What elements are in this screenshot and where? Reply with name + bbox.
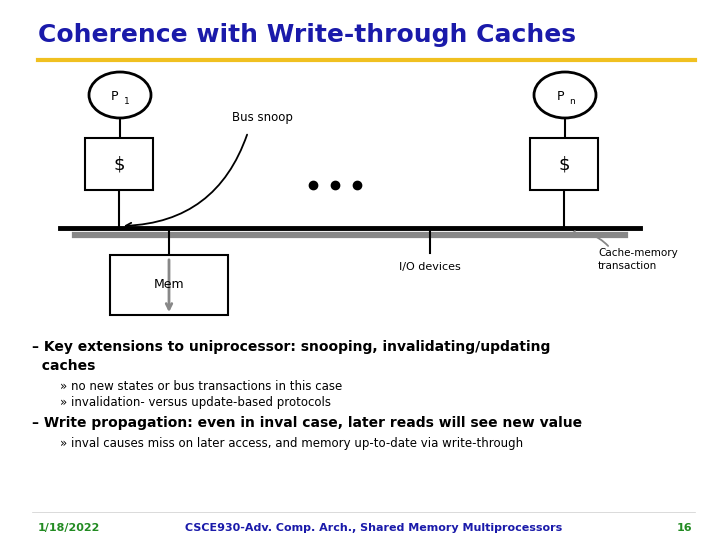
Text: Mem: Mem [153, 279, 184, 292]
Text: – Write propagation: even in inval case, later reads will see new value: – Write propagation: even in inval case,… [32, 416, 582, 430]
Text: n: n [569, 97, 575, 105]
Text: P: P [112, 90, 119, 103]
Text: 16: 16 [676, 523, 692, 533]
Text: caches: caches [32, 359, 95, 373]
Text: 1: 1 [124, 97, 130, 105]
Text: $: $ [558, 155, 570, 173]
Text: Cache-memory
transaction: Cache-memory transaction [598, 248, 678, 271]
Ellipse shape [534, 72, 596, 118]
Text: Coherence with Write-through Caches: Coherence with Write-through Caches [38, 23, 576, 47]
Text: $: $ [113, 155, 125, 173]
Text: » invalidation- versus update-based protocols: » invalidation- versus update-based prot… [60, 396, 331, 409]
Text: P: P [557, 90, 564, 103]
Text: I/O devices: I/O devices [399, 262, 461, 272]
Text: » inval causes miss on later access, and memory up-to-date via write-through: » inval causes miss on later access, and… [60, 437, 523, 450]
Text: 1/18/2022: 1/18/2022 [38, 523, 100, 533]
Bar [530, 138, 598, 190]
Text: CSCE930-Adv. Comp. Arch., Shared Memory Multiprocessors: CSCE930-Adv. Comp. Arch., Shared Memory … [185, 523, 562, 533]
Text: Bus snoop: Bus snoop [232, 111, 293, 125]
Bar [110, 255, 228, 315]
Text: » no new states or bus transactions in this case: » no new states or bus transactions in t… [60, 380, 342, 393]
Bar [85, 138, 153, 190]
Ellipse shape [89, 72, 151, 118]
Text: – Key extensions to uniprocessor: snooping, invalidating/updating: – Key extensions to uniprocessor: snoopi… [32, 340, 550, 354]
